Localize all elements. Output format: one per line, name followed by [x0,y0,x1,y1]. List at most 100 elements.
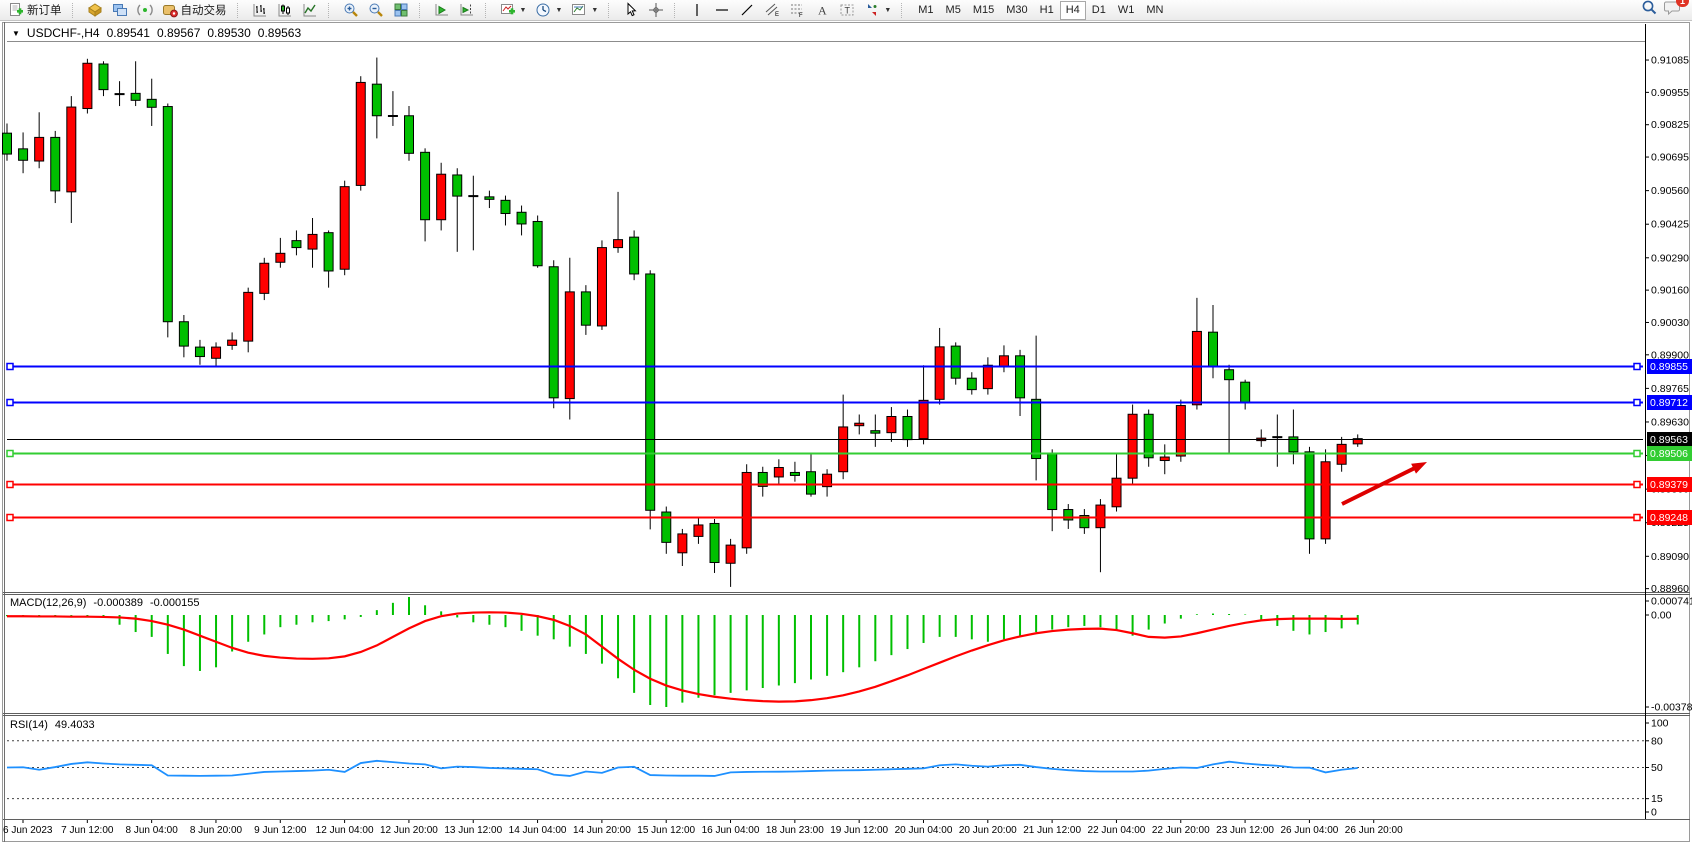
time-tick-label: 23 Jun 12:00 [1216,825,1274,836]
fibonacci-button[interactable]: F [785,0,809,21]
candle [580,285,591,335]
macd-value-signal: -0.000155 [149,597,200,609]
line-handle[interactable] [6,362,14,371]
price-tick-label: 0.90560 [1651,185,1689,197]
chart-shift-button[interactable] [455,0,479,21]
current-price-line[interactable]: 0.89563 [7,432,1692,447]
timeframe-M1[interactable]: M1 [918,4,934,16]
time-tick-label: 12 Jun 04:00 [316,825,374,836]
bar-chart-button[interactable] [248,0,272,21]
dropdown-caret-icon: ▼ [591,6,599,14]
new-order-button[interactable]: 新订单 [4,0,66,21]
cursor-button[interactable] [619,0,643,21]
candle-body-bull [1159,456,1170,462]
trendline-button[interactable] [735,0,759,21]
candle-body-bear [1063,509,1074,521]
price-chip [1647,359,1692,374]
toolbar-separator [71,2,79,18]
candle-body-bull [227,339,238,346]
candle [355,76,366,191]
candle-body-bear [452,174,463,197]
line-handle[interactable] [1633,362,1641,371]
signals-button[interactable] [133,0,157,21]
macd-label: MACD(12,26,9) -0.000389 -0.000155 [10,597,200,609]
trend-arrow-annotation[interactable] [1341,462,1427,506]
line-chart-button[interactable] [298,0,322,21]
candle-body-bear [1288,436,1299,453]
candle [178,315,189,358]
timeframe-H4[interactable]: H4 [1059,0,1086,20]
symbol-dropdown-icon[interactable]: ▼ [12,28,20,38]
crosshair-button[interactable] [644,0,668,21]
candle-body-bull [741,471,752,549]
text-button[interactable]: A [810,0,834,21]
autotrading-button[interactable]: 自动交易 [158,0,231,21]
timeframe-D1[interactable]: D1 [1091,4,1106,16]
line-handle[interactable] [1633,449,1641,458]
candle-body-bear [194,346,205,358]
candle [1191,297,1202,410]
timeframe-W1[interactable]: W1 [1117,4,1135,16]
candle-body-bear [2,132,12,155]
line-handle[interactable] [6,480,14,489]
timeframe-M15[interactable]: M15 [972,4,995,16]
timeframe-M5[interactable]: M5 [945,4,961,16]
text-label-button[interactable]: T [835,0,859,21]
search-icon[interactable] [1641,0,1658,21]
candle [629,230,640,281]
chart-shift-icon [459,2,475,18]
candle [371,57,382,139]
line-handle[interactable] [6,398,14,407]
price-tick-label: 0.90290 [1651,252,1689,264]
line-chart-icon [302,2,318,18]
auto-scroll-button[interactable] [430,0,454,21]
tile-windows-button[interactable] [389,0,413,21]
zoom-in-button[interactable] [339,0,363,21]
indicators-button[interactable]: ▼ [496,0,531,21]
candle [1047,449,1058,532]
support-line-green[interactable]: 0.89506 [6,446,1692,461]
terminal-button[interactable] [108,0,132,21]
time-tick-label: 6 Jun 2023 [3,825,53,836]
timeframe-H1[interactable]: H1 [1039,4,1054,16]
arrow-head[interactable] [1411,462,1427,474]
chart-title: ▼ USDCHF-,H4 0.89541 0.89567 0.89530 0.8… [12,26,301,40]
chat-button[interactable]: 1 [1664,0,1689,21]
candle-body-bull [1175,405,1186,457]
periods-button[interactable]: ▼ [531,0,566,21]
macd-axis-label: 0.00 [1651,610,1672,622]
timeframe-M30[interactable]: M30 [1006,4,1028,16]
candle-body-bear [18,148,29,161]
line-handle[interactable] [6,449,14,458]
line-handle[interactable] [1633,398,1641,407]
candle [1256,429,1267,447]
arrows-button[interactable]: ▼ [860,0,895,21]
timeframe-MN[interactable]: MN [1146,4,1164,16]
line-handle[interactable] [1633,513,1641,522]
candle [1095,499,1106,573]
support-line-red-1[interactable]: 0.89379 [6,477,1692,492]
equidistant-channel-button[interactable]: E [760,0,784,21]
resistance-line-2[interactable]: 0.89712 [6,395,1692,410]
arrow-shaft[interactable] [1341,465,1418,506]
candlestick-chart-button[interactable] [273,0,297,21]
candle [661,506,672,554]
candle-body-bull [355,81,366,186]
candle-body-bear [98,63,109,91]
templates-button[interactable]: ▼ [567,0,602,21]
metaeditor-button[interactable] [83,0,107,21]
price-tick-label: 0.88960 [1651,583,1689,595]
candle [1015,349,1026,416]
zoom-out-button[interactable] [364,0,388,21]
vertical-line-button[interactable] [685,0,709,21]
support-line-red-2[interactable]: 0.89248 [6,510,1692,525]
line-handle[interactable] [1633,480,1641,489]
line-handle[interactable] [6,513,14,522]
resistance-line-1[interactable]: 0.89855 [6,359,1692,374]
price-chip-label: 0.89506 [1650,448,1688,460]
candle [307,217,318,268]
candle-body-bull [307,233,318,250]
horizontal-line-button[interactable] [710,0,734,21]
horizontal-lines: 0.89855 0.89712 0.89563 0.89506 0.89379 0.892… [6,359,1692,525]
